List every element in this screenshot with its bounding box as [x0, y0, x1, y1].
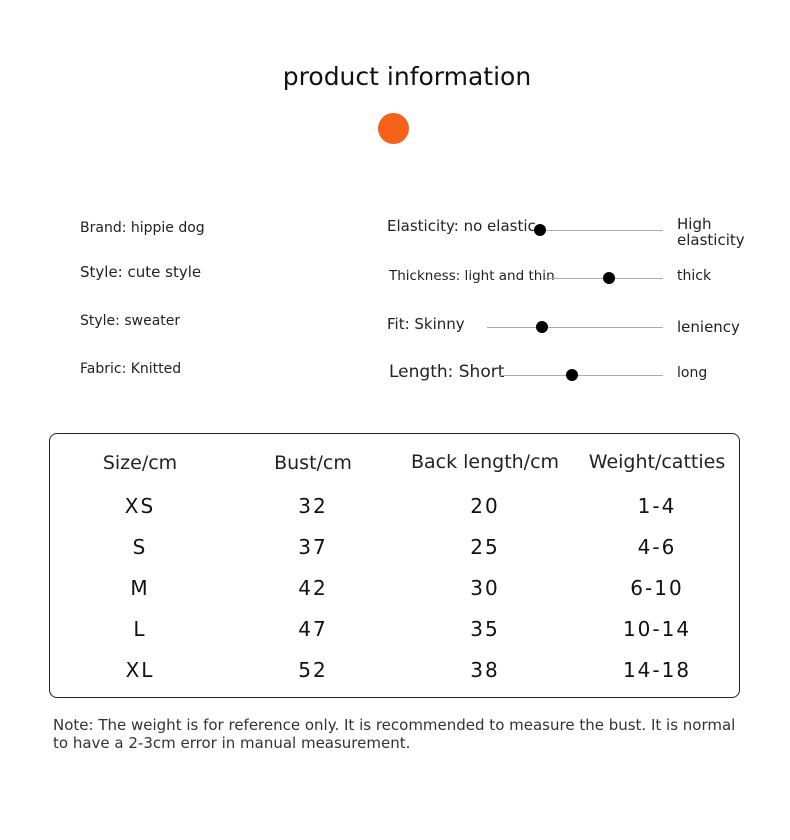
table-cell: 47	[298, 617, 328, 641]
scale-left-label: Thickness: light and thin	[389, 268, 555, 284]
column-header: Size/cm	[102, 452, 178, 474]
table-cell: 20	[470, 494, 500, 518]
page-title: product information	[282, 62, 532, 91]
column-header: Back length/cm	[410, 451, 560, 473]
table-cell: S	[132, 535, 148, 559]
scale-track	[487, 327, 663, 328]
table-cell: 6-10	[630, 576, 684, 600]
table-cell: 37	[298, 535, 328, 559]
table-cell: 10-14	[622, 617, 692, 641]
attribute-style: Style: cute style	[80, 263, 202, 281]
table-cell: L	[133, 617, 147, 641]
scale-track	[540, 230, 663, 231]
scale-left-label: Elasticity: no elastic	[387, 217, 536, 235]
scale-track	[500, 375, 663, 376]
attribute-style-type: Style: sweater	[80, 313, 181, 329]
table-cell: 30	[470, 576, 500, 600]
table-cell: 38	[470, 658, 500, 682]
table-cell: 32	[298, 494, 328, 518]
scale-left-label: Length: Short	[389, 362, 505, 382]
table-cell: 35	[470, 617, 500, 641]
table-cell: 25	[470, 535, 500, 559]
table-cell: 42	[298, 576, 328, 600]
accent-dot	[378, 113, 409, 144]
column-header: Bust/cm	[274, 452, 352, 474]
scale-right-label: long	[677, 365, 708, 381]
table-cell: XL	[125, 658, 155, 682]
column-header: Weight/catties	[588, 451, 726, 473]
scale-right-label: High elasticity	[677, 215, 745, 249]
table-cell: XS	[124, 494, 156, 518]
scale-marker	[535, 321, 548, 333]
note-text: Note: The weight is for reference only. …	[53, 716, 736, 752]
scale-right-label: leniency	[677, 318, 740, 336]
table-cell: 14-18	[622, 658, 692, 682]
scale-marker	[565, 369, 578, 381]
scale-right-label: thick	[677, 268, 712, 284]
scale-left-label: Fit: Skinny	[387, 315, 465, 333]
scale-marker	[534, 224, 546, 236]
size-table: Size/cm Bust/cm Back length/cm Weight/catti…	[49, 433, 740, 698]
table-cell: 4-6	[637, 535, 677, 559]
scale-marker	[602, 272, 615, 284]
attribute-fabric: Fabric: Knitted	[80, 361, 182, 377]
table-cell: 1-4	[637, 494, 677, 518]
table-cell: M	[130, 576, 150, 600]
attribute-brand: Brand: hippie dog	[80, 220, 205, 236]
table-cell: 52	[298, 658, 328, 682]
